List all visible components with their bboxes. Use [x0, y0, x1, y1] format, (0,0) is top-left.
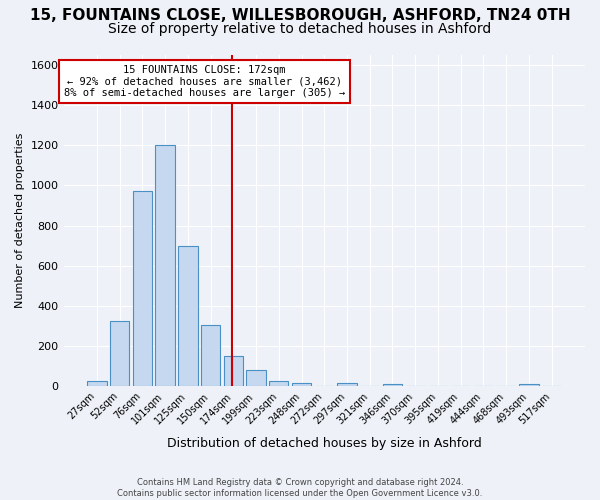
Bar	[155, 146, 175, 386]
Bar	[178, 246, 197, 386]
Y-axis label: Number of detached properties: Number of detached properties	[15, 133, 25, 308]
Bar	[292, 383, 311, 386]
Bar	[201, 325, 220, 386]
Bar	[269, 381, 289, 386]
Bar	[519, 384, 539, 386]
Text: Size of property relative to detached houses in Ashford: Size of property relative to detached ho…	[109, 22, 491, 36]
Text: Contains HM Land Registry data © Crown copyright and database right 2024.
Contai: Contains HM Land Registry data © Crown c…	[118, 478, 482, 498]
Bar	[247, 370, 266, 386]
Bar	[133, 192, 152, 386]
Text: 15 FOUNTAINS CLOSE: 172sqm
← 92% of detached houses are smaller (3,462)
8% of se: 15 FOUNTAINS CLOSE: 172sqm ← 92% of deta…	[64, 65, 345, 98]
Bar	[383, 384, 402, 386]
Bar	[224, 356, 243, 386]
Bar	[110, 321, 130, 386]
X-axis label: Distribution of detached houses by size in Ashford: Distribution of detached houses by size …	[167, 437, 482, 450]
Text: 15, FOUNTAINS CLOSE, WILLESBOROUGH, ASHFORD, TN24 0TH: 15, FOUNTAINS CLOSE, WILLESBOROUGH, ASHF…	[29, 8, 571, 22]
Bar	[337, 383, 356, 386]
Bar	[87, 381, 107, 386]
